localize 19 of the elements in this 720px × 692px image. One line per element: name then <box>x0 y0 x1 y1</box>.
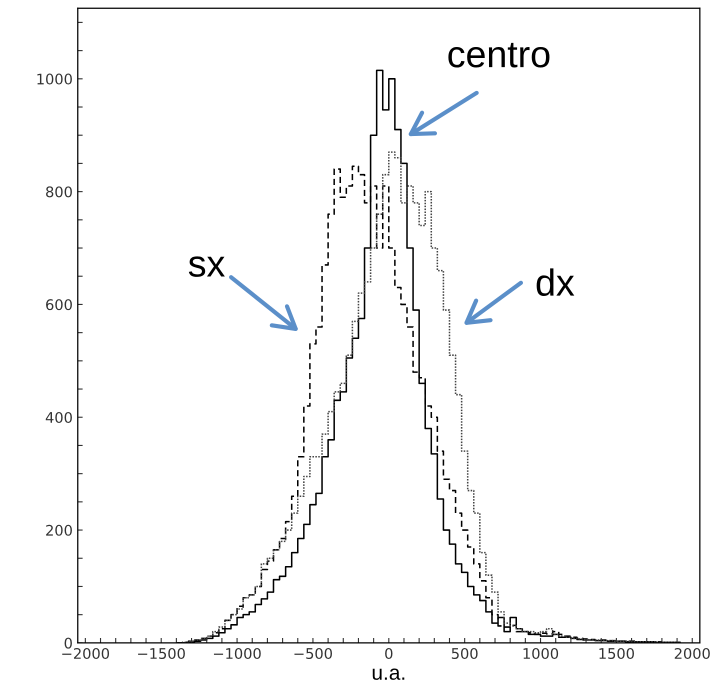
x-axis-title: u.a. <box>372 668 404 680</box>
x-tick-label: 1000 <box>524 648 558 660</box>
y-tick-label: 800 <box>46 186 72 198</box>
x-tick-label: −1000 <box>214 648 261 660</box>
x-tick-label: 0 <box>385 648 392 660</box>
x-tick-label: −2000 <box>62 648 110 660</box>
annotation: centro <box>448 42 550 68</box>
x-tick-label: −500 <box>294 648 332 660</box>
annotation: sx <box>188 256 225 277</box>
annotation: dx <box>536 268 574 296</box>
y-tick-label: 0 <box>64 638 72 649</box>
x-tick-label: 1500 <box>599 648 634 660</box>
y-tick-label: 200 <box>46 524 72 536</box>
x-tick-label: 500 <box>452 648 478 660</box>
x-tick-label: 2000 <box>674 648 710 660</box>
y-tick-label: 1000 <box>37 74 72 85</box>
y-tick-label: 400 <box>46 412 72 423</box>
x-tick-label: −1500 <box>138 648 185 660</box>
y-tick-label: 600 <box>46 299 72 310</box>
